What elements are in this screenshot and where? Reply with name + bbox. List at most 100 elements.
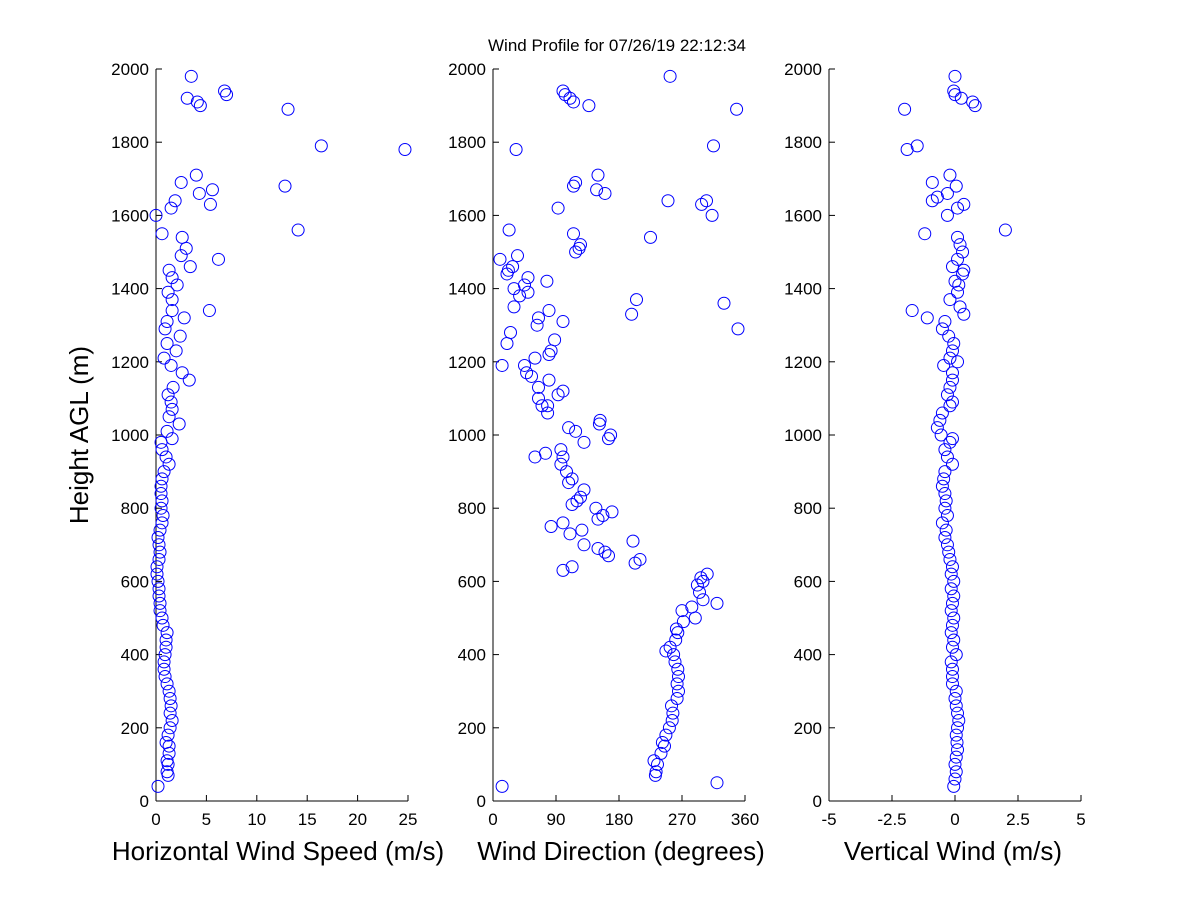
speed-y-tick-label: 1200 [111,353,149,372]
direction-y-tick-label: 800 [458,499,486,518]
vertical-data-point [910,139,924,153]
speed-data-point [202,304,216,318]
speed-data-point [152,589,166,603]
vertical-data-point [951,355,965,369]
direction-data-point [554,443,568,457]
vertical-data-point [920,311,934,325]
speed-data-point [218,84,232,98]
direction-data-point [544,520,558,533]
vertical-data-point [930,190,944,204]
direction-data-point [710,596,724,610]
vertical-data-point [930,421,944,435]
speed-data-point [159,633,173,647]
vertical-data-point [918,227,932,241]
speed-data-point [157,655,171,669]
vertical-data-point [938,465,952,479]
vertical-data-point [935,479,949,493]
speed-data-point [164,395,178,409]
speed-data-point [154,479,168,493]
vertical-data-point [945,457,959,471]
direction-data-point [554,457,568,471]
direction-data-point [493,252,507,266]
speed-x-axis-title: Horizontal Wind Speed (m/s) [112,836,444,866]
vertical-data-point [947,337,961,350]
vertical-data-point [938,443,952,457]
vertical-x-tick-label: -2.5 [877,810,906,829]
direction-data-point [506,260,520,274]
direction-data-point [730,102,744,116]
vertical-x-tick-label: 5 [1076,810,1085,829]
speed-data-point [149,208,163,222]
vertical-data-point [954,91,968,105]
direction-data-point [717,296,731,310]
speed-data-point [161,285,175,299]
speed-data-point [154,501,168,515]
vertical-x-tick-label: -5 [821,810,836,829]
vertical-data-point [938,315,952,329]
direction-data-point [567,95,580,109]
direction-data-point [574,490,587,504]
speed-data-point [190,95,204,109]
vertical-data-point [951,201,965,215]
vertical-data-point [940,208,954,222]
direction-data-point [518,358,531,372]
speed-data-point [174,249,188,263]
direction-data-point [532,391,545,405]
direction-data-point [649,765,663,779]
direction-data-point [556,563,570,577]
direction-data-point [598,545,612,559]
speed-data-point [155,443,169,457]
vertical-wind-panel: 0 200 400 600 800 1000 1200 1400 1600 1800 2000 -5 -… [784,60,1086,866]
direction-data-point [659,728,673,742]
direction-y-tick-label: 1200 [448,353,486,372]
vertical-data-point [942,545,956,559]
vertical-data-point [898,102,912,116]
vertical-data-point [949,684,963,698]
speed-data-point [153,604,167,618]
direction-data-point [556,384,570,398]
direction-data-point [658,739,671,753]
direction-data-point [548,333,562,347]
direction-y-tick-label: 200 [458,719,486,738]
vertical-data-point [945,618,959,632]
direction-data-point [591,541,605,555]
horizontal-wind-speed-panel: 0 200 400 600 800 1000 1200 1400 1600 1800 2000 0 5 1… [64,60,444,866]
vertical-y-tick-label: 800 [794,499,822,518]
speed-x-tick-label: 25 [399,810,418,829]
vertical-data-point [968,99,982,113]
speed-data-point [173,329,187,343]
direction-data-point [535,399,549,413]
speed-data-point [155,227,169,241]
speed-data-point [165,293,179,307]
vertical-x-axis-title: Vertical Wind (m/s) [844,836,1062,866]
direction-data-point [521,271,535,285]
vertical-data-point [944,626,958,640]
speed-y-axis-title: Height AGL (m) [64,346,94,524]
speed-data-point [183,260,197,274]
speed-data-point [160,424,174,438]
direction-data-point [577,538,591,552]
vertical-data-point [956,245,970,259]
vertical-data-point [947,633,961,647]
speed-data-point [182,373,196,387]
direction-x-tick-label: 360 [731,810,759,829]
vertical-data-point [949,648,963,662]
speed-data-point [153,545,167,559]
vertical-y-tick-label: 1600 [784,206,822,225]
speed-x-tick-label: 5 [202,810,211,829]
speed-data-point [160,754,174,768]
vertical-data-point [948,274,962,288]
direction-data-point [591,512,605,526]
speed-data-point [184,69,198,83]
direction-data-point [731,322,745,336]
vertical-data-point [940,450,954,464]
direction-data-point [669,622,683,636]
vertical-data-point [945,640,959,654]
direction-data-point [570,494,584,508]
direction-data-point [562,421,576,435]
direction-data-point [694,571,708,585]
direction-data-point [569,424,583,438]
direction-x-tick-label: 180 [605,810,633,829]
direction-data-point [647,754,661,768]
